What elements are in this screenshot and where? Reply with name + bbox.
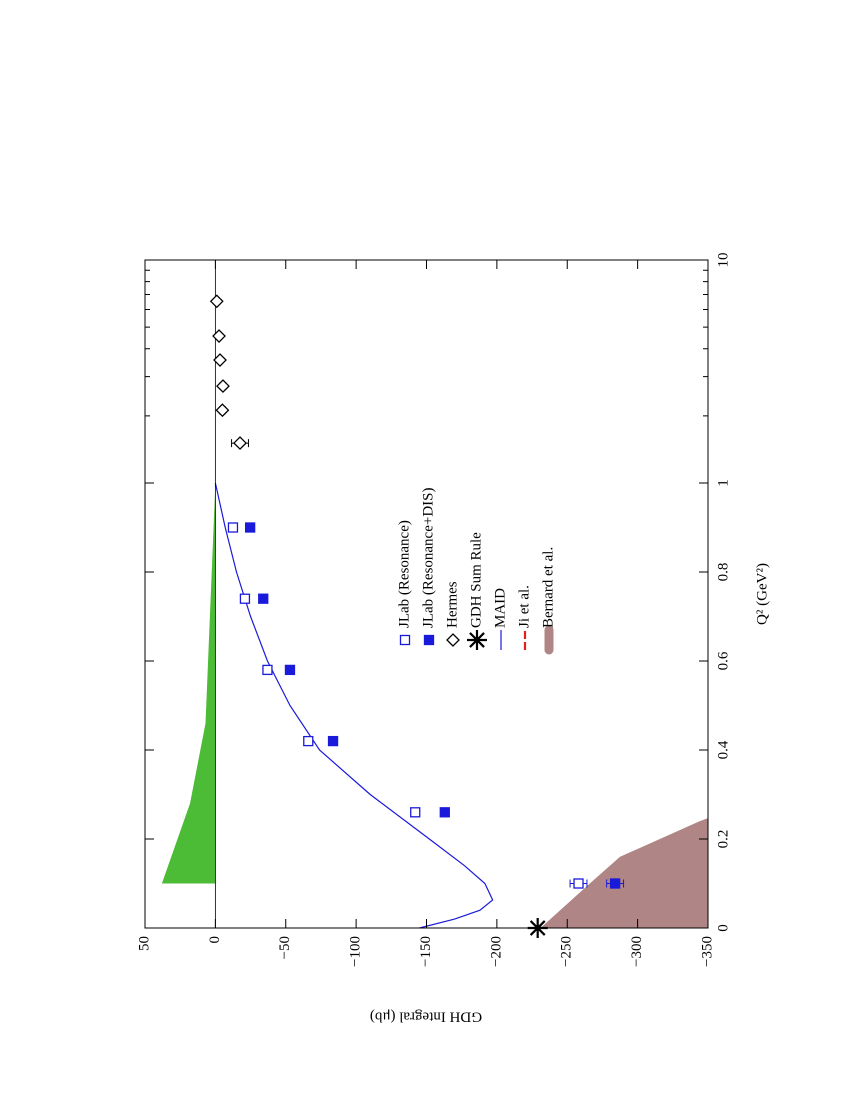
legend-label: GDH Sum Rule (468, 532, 484, 628)
line (214, 482, 494, 928)
legend-label: Ji et al. (516, 585, 532, 628)
y-tick-label: −100 (348, 936, 364, 967)
marker (423, 634, 435, 646)
marker (262, 664, 273, 676)
band (540, 818, 708, 928)
marker (258, 593, 269, 604)
marker (284, 664, 296, 676)
x-tick-label: 0.4 (715, 740, 731, 759)
x-axis-label: Q² (GeV²) (754, 563, 770, 625)
legend-label: JLab (Resonance) (396, 520, 412, 628)
y-tick-label: −150 (418, 936, 434, 967)
marker (233, 436, 247, 451)
x-tick-label: 10 (715, 253, 731, 268)
marker (216, 379, 230, 394)
x-tick-label: 0.6 (715, 651, 731, 670)
marker (215, 403, 230, 418)
marker (212, 329, 226, 343)
y-tick-label: −350 (699, 936, 715, 967)
band (161, 483, 216, 884)
marker (573, 878, 584, 889)
y-tick-label: −250 (559, 936, 575, 967)
marker (227, 522, 239, 533)
y-axis-label: GDH Integral (μb) (370, 1009, 482, 1025)
marker (467, 630, 487, 650)
plot: Q² (GeV²) GDH Integral (μb) 0 0.2 0.4 0.6 0.… (136, 253, 770, 1025)
marker (209, 294, 224, 309)
marker (303, 735, 314, 747)
x-tick-label: 0.2 (715, 830, 731, 849)
marker (439, 807, 450, 818)
legend-label: MAID (492, 588, 508, 628)
x-tick-label: 0 (715, 924, 731, 932)
x-tick-label: 1 (715, 479, 731, 487)
y-tick-label: −50 (277, 936, 293, 959)
y-tick-label: −300 (629, 936, 645, 967)
y-tick-label: 50 (136, 936, 152, 951)
legend-label: Hermes (444, 581, 460, 628)
marker (239, 593, 251, 604)
marker (399, 634, 411, 646)
marker (327, 735, 339, 747)
marker (609, 878, 621, 889)
y-tick-label: 0 (207, 936, 223, 944)
legend-label: JLab (Resonance+DIS) (420, 487, 436, 628)
plot-area (161, 482, 708, 928)
marker (410, 807, 421, 818)
marker (213, 353, 227, 367)
x-tick-label: 0.8 (715, 563, 731, 582)
y-tick-label: −200 (488, 936, 504, 967)
marker (446, 633, 460, 647)
legend-label: Bernard et al. (540, 547, 556, 628)
marker (244, 522, 256, 533)
